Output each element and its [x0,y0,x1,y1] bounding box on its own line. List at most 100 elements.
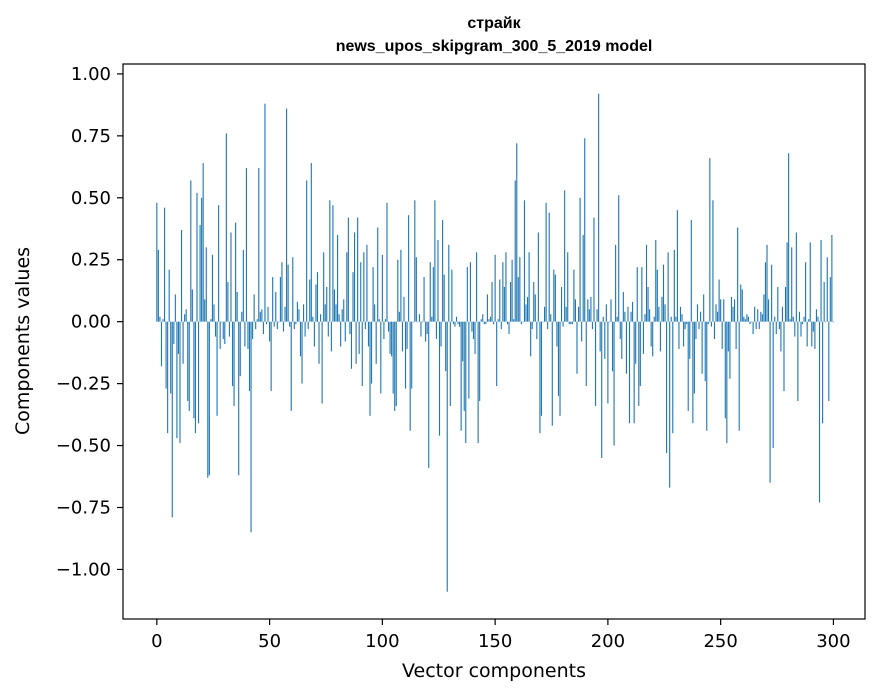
bar [513,319,515,322]
bar [792,316,794,322]
bar [296,301,298,322]
bar [530,321,532,357]
bar [398,311,400,322]
chart-subtitle: news_upos_skipgram_300_5_2019 model [336,38,653,55]
bar [769,321,771,483]
bar [544,306,546,322]
bar [366,244,368,322]
bar [571,321,573,325]
bar [522,321,524,323]
bar [466,267,468,322]
x-tick-label: 300 [816,631,850,652]
bar [452,321,454,325]
bar [729,321,731,379]
bar [718,279,720,322]
bar [486,294,488,322]
y-tick-label: −0.25 [56,374,111,395]
bar [284,306,286,322]
bar [278,321,280,323]
bar [267,306,269,322]
bar [329,200,331,322]
bar [727,321,729,352]
bar [485,321,487,325]
bar [247,321,249,349]
bar [698,321,700,330]
bar [224,321,226,344]
bar [363,252,365,322]
x-tick-label: 100 [365,631,399,652]
bar [627,306,629,322]
bar [755,321,757,330]
bar [207,321,209,478]
bar [446,321,448,592]
bar [709,158,711,322]
bar [811,321,813,347]
bar [369,321,371,416]
bar [248,321,251,392]
bar [454,321,456,327]
bar [664,304,666,322]
bar [786,242,788,322]
bar [735,321,737,349]
bar [582,234,584,322]
bar [381,254,383,322]
bar [607,321,609,404]
bar [360,262,362,322]
bar [794,321,796,337]
x-tick-label: 0 [151,631,162,652]
bar [287,264,289,322]
bar [670,316,672,322]
bar [318,321,320,364]
bar [789,319,791,322]
bar [315,284,317,322]
bar [472,321,475,340]
bar [395,321,397,406]
bar-series [156,93,834,592]
bar [443,274,445,322]
bar [448,244,450,322]
bar [425,321,427,342]
bar [218,205,220,322]
bar [570,321,572,325]
bar [751,321,753,323]
bar [539,321,541,434]
bar [676,210,678,322]
bar [445,321,447,372]
bar [689,321,691,359]
bar [829,277,831,322]
bar [340,321,342,347]
bar [772,321,774,449]
bar [567,252,569,322]
bar [225,133,227,322]
bar [465,321,467,444]
bar [286,108,288,322]
bar [309,279,311,322]
bar [547,321,549,330]
bar [608,321,610,323]
bar [584,138,586,322]
bar [289,321,291,327]
bar [817,316,819,322]
bar [780,321,782,352]
bar [715,304,717,322]
bar [619,321,621,340]
bar [327,321,329,337]
bar [832,321,834,323]
bar [531,321,533,330]
bar [434,200,436,322]
bar [449,321,451,406]
bar [625,321,627,374]
bar [587,299,589,322]
bar [244,321,246,347]
bar [272,277,274,322]
bar [462,321,464,362]
bar [628,321,631,424]
bar [805,262,807,322]
bar [344,321,346,342]
bar [383,321,385,340]
bar [355,321,357,364]
bar [550,314,552,322]
bar [500,321,502,330]
plot-frame [122,63,866,620]
bar [784,286,787,322]
